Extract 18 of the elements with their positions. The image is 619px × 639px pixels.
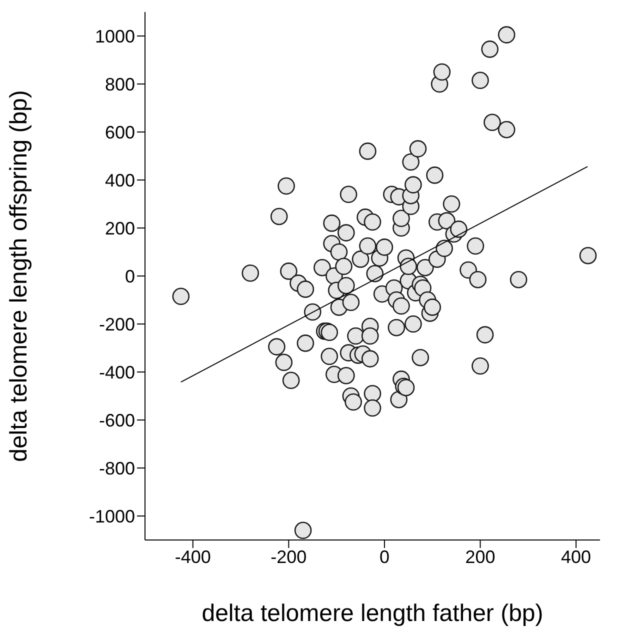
y-tick-label: -400 [98,362,135,382]
x-tick-label: 0 [379,546,390,567]
x-tick-label: -200 [270,546,307,567]
y-axis-title: delta telomere length offspring (bp) [6,90,33,462]
y-tick-label: -200 [98,314,135,334]
y-tick-label: 1000 [94,26,135,46]
y-tick-label: 800 [104,74,135,94]
y-tick-label: -600 [98,410,135,430]
y-tick-label: 200 [104,218,135,238]
x-axis-title: delta telomere length father (bp) [202,600,544,627]
y-tick-label: 400 [104,170,135,190]
x-tick-label: 400 [561,546,592,567]
y-tick-label: 0 [124,266,135,286]
x-tick-label: -400 [174,546,211,567]
y-tick-label: 600 [104,122,135,142]
x-tick-label: 200 [465,546,496,567]
y-tick-label: -1000 [88,506,135,526]
y-tick-label: -800 [98,458,135,478]
